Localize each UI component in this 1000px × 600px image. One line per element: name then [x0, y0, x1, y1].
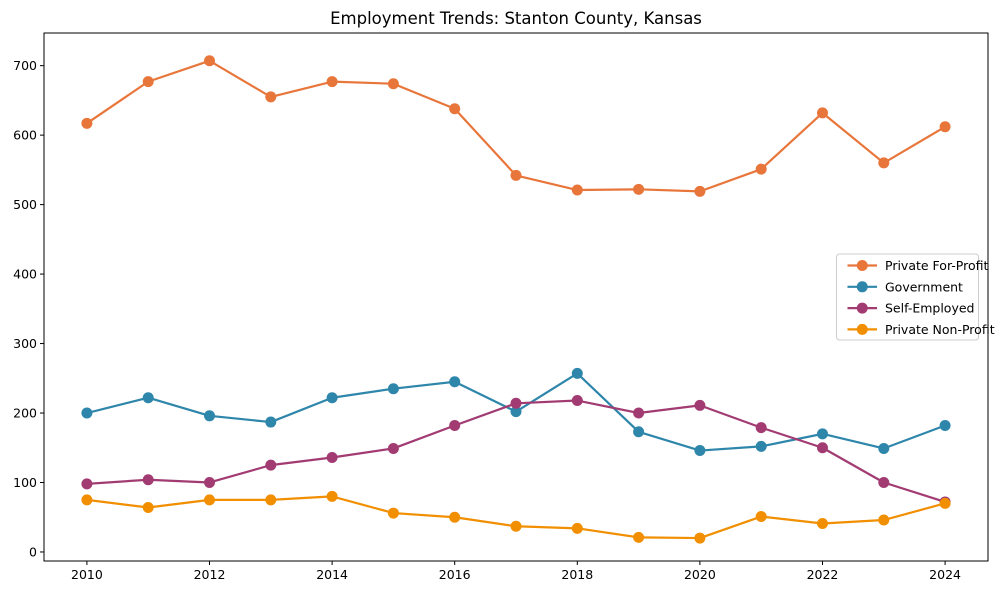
data-point-private-non-profit-2022 — [816, 517, 828, 529]
legend-label-self-employed: Self-Employed — [885, 301, 974, 316]
legend-label-private-non-profit: Private Non-Profit — [885, 322, 995, 337]
legend-entry-self-employed: Self-Employed — [847, 301, 974, 316]
data-point-government-2023 — [878, 442, 890, 454]
x-tick-label-2014: 2014 — [316, 567, 348, 582]
legend-marker-private-for-profit — [856, 260, 868, 271]
legend-label-private-for-profit: Private For-Profit — [885, 258, 988, 273]
legend-box — [836, 253, 979, 341]
data-point-private-for-profit-2015 — [387, 78, 399, 90]
x-tick-label-2010: 2010 — [71, 567, 103, 582]
data-point-government-2014 — [326, 392, 338, 404]
data-point-private-for-profit-2013 — [265, 91, 277, 103]
data-point-self-employed-2023 — [878, 476, 890, 488]
series-government — [81, 367, 951, 457]
data-point-self-employed-2011 — [142, 474, 154, 486]
y-tick-label-100: 100 — [13, 475, 37, 490]
data-point-private-non-profit-2012 — [204, 494, 216, 506]
x-tick-label-2018: 2018 — [561, 567, 593, 582]
data-point-private-for-profit-2017 — [510, 169, 522, 181]
data-point-government-2020 — [694, 445, 706, 457]
data-point-self-employed-2022 — [816, 442, 828, 454]
data-point-private-non-profit-2011 — [142, 502, 154, 514]
chart-title: Employment Trends: Stanton County, Kansa… — [330, 9, 702, 28]
x-tick-label-2012: 2012 — [194, 567, 226, 582]
series-private-non-profit — [81, 490, 951, 544]
data-point-private-for-profit-2014 — [326, 76, 338, 88]
y-tick-label-600: 600 — [13, 128, 37, 143]
data-point-private-for-profit-2020 — [694, 185, 706, 197]
legend-label-government: Government — [885, 279, 963, 294]
data-point-government-2010 — [81, 407, 93, 419]
y-tick-label-400: 400 — [13, 267, 37, 282]
data-point-private-non-profit-2014 — [326, 490, 338, 502]
data-point-self-employed-2012 — [204, 476, 216, 488]
data-point-self-employed-2014 — [326, 451, 338, 463]
data-point-private-for-profit-2011 — [142, 76, 154, 88]
y-tick-label-0: 0 — [29, 544, 37, 559]
series-line-private-non-profit — [85, 495, 947, 540]
y-tick-label-500: 500 — [13, 197, 37, 212]
data-point-self-employed-2016 — [449, 420, 461, 432]
legend-entry-private-for-profit: Private For-Profit — [847, 258, 988, 273]
legend-marker-government — [856, 281, 868, 293]
x-tick-label-2020: 2020 — [684, 567, 716, 582]
data-point-government-2019 — [633, 426, 645, 438]
legend-entry-private-non-profit: Private Non-Profit — [847, 322, 995, 337]
data-point-private-non-profit-2019 — [633, 531, 645, 543]
data-point-private-for-profit-2019 — [633, 183, 645, 195]
data-point-self-employed-2015 — [387, 442, 399, 454]
data-point-government-2015 — [387, 383, 399, 395]
legend-marker-self-employed — [856, 302, 868, 314]
data-point-government-2024 — [939, 420, 951, 432]
data-point-private-non-profit-2017 — [510, 520, 522, 532]
y-tick-label-200: 200 — [13, 406, 37, 421]
legend-marker-private-non-profit — [856, 323, 868, 335]
data-point-private-non-profit-2021 — [755, 511, 767, 523]
x-tick-label-2016: 2016 — [439, 567, 471, 582]
data-point-self-employed-2021 — [755, 422, 767, 434]
x-tick-label-2022: 2022 — [807, 567, 839, 582]
data-point-private-for-profit-2018 — [571, 184, 583, 196]
data-point-private-non-profit-2018 — [571, 522, 583, 534]
legend: Private For-Profit Government Self-Employe… — [836, 253, 995, 341]
data-point-government-2021 — [755, 440, 767, 452]
data-point-private-for-profit-2016 — [449, 103, 461, 115]
y-tick-label-700: 700 — [13, 58, 37, 73]
data-point-private-for-profit-2024 — [939, 121, 951, 133]
data-point-private-for-profit-2022 — [816, 107, 828, 119]
data-point-self-employed-2013 — [265, 459, 277, 471]
data-point-government-2018 — [571, 367, 583, 379]
data-point-private-non-profit-2016 — [449, 511, 461, 523]
data-point-government-2013 — [265, 416, 277, 428]
data-point-private-for-profit-2012 — [204, 55, 216, 67]
data-point-private-non-profit-2024 — [939, 497, 951, 509]
x-tick-label-2024: 2024 — [929, 567, 961, 582]
data-point-private-for-profit-2023 — [878, 157, 890, 169]
data-point-self-employed-2017 — [510, 397, 522, 409]
data-point-self-employed-2010 — [81, 478, 93, 490]
data-point-private-non-profit-2020 — [694, 532, 706, 544]
plot-frame — [43, 32, 989, 562]
plot-area: 2010 2012 2014 2016 2018 2020 2022 2024 0 100 200 3… — [13, 32, 995, 582]
y-tick-label-300: 300 — [13, 336, 37, 351]
data-point-self-employed-2020 — [694, 399, 706, 411]
data-point-self-employed-2018 — [571, 395, 583, 407]
data-point-government-2011 — [142, 392, 154, 404]
data-point-self-employed-2019 — [633, 407, 645, 419]
data-point-government-2016 — [449, 376, 461, 388]
data-point-government-2022 — [816, 428, 828, 440]
data-point-private-non-profit-2013 — [265, 494, 277, 506]
data-point-private-non-profit-2023 — [878, 514, 890, 526]
series-private-for-profit — [81, 55, 951, 197]
legend-entry-government: Government — [847, 279, 963, 294]
data-point-government-2012 — [204, 410, 216, 422]
data-point-private-non-profit-2010 — [81, 494, 93, 506]
data-point-private-for-profit-2010 — [81, 117, 93, 129]
data-point-private-non-profit-2015 — [387, 507, 399, 519]
data-point-government-2017 — [510, 406, 522, 418]
data-point-private-for-profit-2021 — [755, 163, 767, 175]
